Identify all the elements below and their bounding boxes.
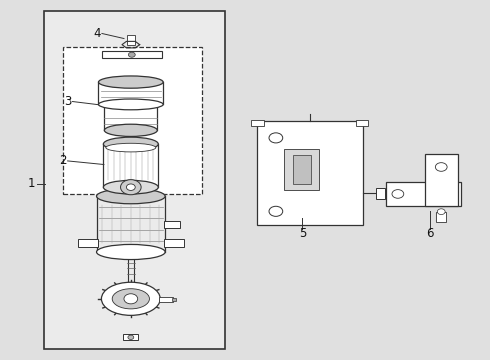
Ellipse shape	[97, 189, 165, 204]
Ellipse shape	[101, 282, 160, 315]
Ellipse shape	[98, 76, 163, 88]
Circle shape	[269, 133, 283, 143]
Bar	[376, 188, 385, 199]
Text: 1: 1	[28, 177, 36, 190]
Circle shape	[121, 180, 141, 195]
Bar	[425, 153, 458, 206]
Bar	[284, 149, 319, 190]
Bar	[257, 121, 363, 225]
Bar	[164, 221, 180, 228]
Circle shape	[126, 184, 135, 190]
Ellipse shape	[112, 289, 149, 309]
Text: 3: 3	[64, 95, 72, 108]
Ellipse shape	[106, 143, 156, 152]
Bar	[102, 51, 162, 58]
Bar	[293, 155, 311, 184]
Bar	[172, 298, 176, 301]
Ellipse shape	[98, 99, 163, 110]
Bar	[78, 239, 98, 247]
Ellipse shape	[104, 124, 157, 136]
Bar	[159, 297, 173, 302]
Text: 5: 5	[298, 227, 306, 240]
Bar	[436, 212, 446, 222]
Circle shape	[128, 52, 135, 57]
Circle shape	[128, 335, 134, 339]
Bar	[63, 47, 202, 194]
Bar	[164, 239, 184, 247]
Text: 6: 6	[426, 227, 434, 240]
Circle shape	[435, 163, 447, 171]
Text: 4: 4	[93, 27, 101, 40]
Ellipse shape	[103, 180, 158, 194]
Ellipse shape	[97, 244, 165, 260]
Text: 2: 2	[59, 154, 67, 167]
Bar	[127, 35, 135, 45]
Bar	[356, 120, 368, 126]
Circle shape	[437, 209, 445, 215]
Circle shape	[124, 294, 138, 304]
Ellipse shape	[103, 137, 158, 151]
Bar	[44, 11, 225, 349]
Bar	[386, 182, 461, 206]
Circle shape	[392, 190, 404, 198]
Circle shape	[269, 206, 283, 216]
Bar	[251, 120, 264, 126]
Bar	[123, 334, 138, 340]
